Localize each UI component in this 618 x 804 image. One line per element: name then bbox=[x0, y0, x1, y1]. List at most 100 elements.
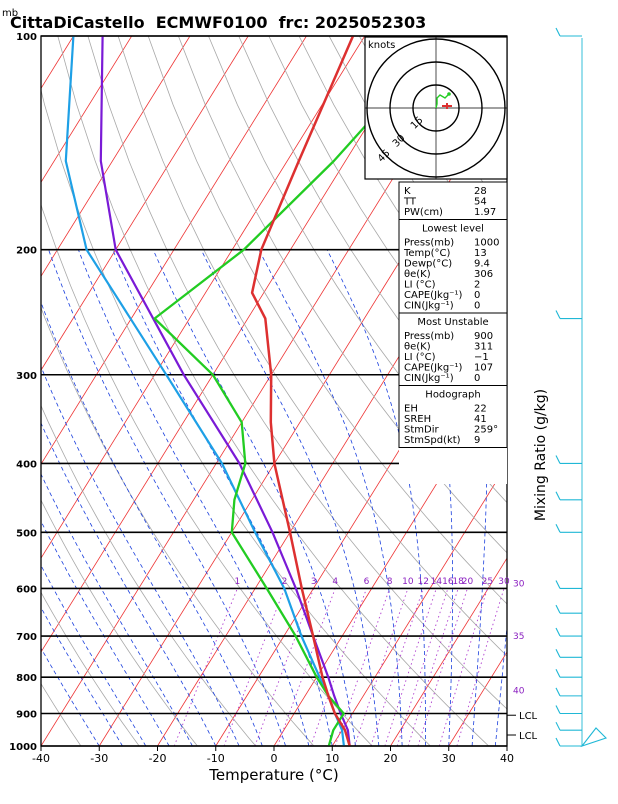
x-tick-label: 10 bbox=[325, 752, 339, 765]
mixing-ratio-line bbox=[174, 589, 237, 747]
mixing-ratio-value: 30 bbox=[498, 577, 510, 587]
lowest-level-label: θe(K) bbox=[404, 269, 431, 280]
wind-barb-flag bbox=[556, 738, 560, 746]
wind-barb-flag bbox=[556, 28, 560, 36]
hodograph-point bbox=[447, 92, 451, 96]
most-unstable-label: CIN(Jkg⁻¹) bbox=[404, 373, 454, 384]
moist-adiabat bbox=[0, 250, 99, 746]
virtual-temperature-line bbox=[66, 36, 344, 746]
x-axis-label: Temperature (°C) bbox=[208, 766, 338, 784]
most-unstable-label: Press(mb) bbox=[404, 331, 454, 342]
dry-adiabat bbox=[570, 36, 618, 746]
parcel-line bbox=[101, 36, 350, 746]
mixing-ratio-value: 25 bbox=[482, 577, 493, 587]
lowest-level-label: CAPE(Jkg⁻¹) bbox=[404, 290, 462, 301]
surface-barb bbox=[582, 728, 606, 746]
hodograph-params-label: StmDir bbox=[404, 425, 439, 436]
wind-barb-flag bbox=[556, 722, 560, 730]
moist-adiabat bbox=[259, 250, 402, 746]
wind-barb-flag bbox=[556, 311, 560, 319]
isotherm bbox=[0, 36, 15, 746]
wind-barb-flag bbox=[556, 455, 560, 463]
isotherm bbox=[0, 36, 306, 746]
y-tick-label: 900 bbox=[16, 710, 37, 721]
stability-indices-value: 54 bbox=[474, 197, 487, 208]
mixing-ratio-value: 8 bbox=[387, 577, 393, 587]
y-tick-label: 500 bbox=[16, 528, 37, 539]
lowest-level-value: 306 bbox=[474, 269, 493, 280]
moist-adiabat bbox=[0, 250, 192, 746]
moist-adiabat-value: 30 bbox=[513, 579, 525, 589]
moist-adiabat bbox=[0, 250, 169, 746]
x-tick-label: -30 bbox=[90, 752, 108, 765]
wind-barb-flag bbox=[556, 688, 560, 696]
hodograph-params-value: 9 bbox=[474, 435, 480, 446]
most-unstable-value: −1 bbox=[474, 352, 489, 363]
wind-barb-flag bbox=[556, 628, 560, 636]
most-unstable-value: 107 bbox=[474, 363, 493, 374]
wind-barb-flag bbox=[556, 669, 560, 677]
moist-adiabat-value: 40 bbox=[513, 686, 525, 696]
most-unstable-label: θe(K) bbox=[404, 342, 431, 353]
wind-barb-flag bbox=[556, 605, 560, 613]
y-tick-label: 200 bbox=[16, 246, 37, 257]
x-tick-label: 0 bbox=[271, 752, 278, 765]
x-tick-label: 40 bbox=[500, 752, 514, 765]
x-tick-label: -20 bbox=[149, 752, 167, 765]
dry-adiabat bbox=[510, 36, 618, 746]
dry-adiabat bbox=[540, 36, 618, 746]
moist-adiabat-value: 35 bbox=[513, 632, 524, 642]
wind-barb-flag bbox=[556, 580, 560, 588]
mixing-ratio-value: 12 bbox=[417, 577, 428, 587]
mixing-ratio-value: 3 bbox=[311, 577, 317, 587]
knots-label: knots bbox=[368, 40, 395, 51]
lowest-level-title: Lowest level bbox=[422, 224, 484, 235]
mixing-ratio-label: Mixing Ratio (g/kg) bbox=[533, 389, 549, 521]
mixing-ratio-value: 14 bbox=[431, 577, 443, 587]
stability-indices-value: 1.97 bbox=[474, 207, 496, 218]
mixing-ratio-value: 6 bbox=[364, 577, 370, 587]
lowest-level-value: 0 bbox=[474, 301, 480, 312]
y-tick-label: 300 bbox=[16, 371, 37, 382]
wind-barb-flag bbox=[556, 706, 560, 714]
isotherm bbox=[0, 36, 423, 746]
x-tick-label: 30 bbox=[442, 752, 456, 765]
wind-barb-flag bbox=[556, 524, 560, 532]
y-tick-label: 400 bbox=[16, 459, 37, 470]
wind-barb-flag bbox=[556, 649, 560, 657]
hodograph-params-label: SREH bbox=[404, 414, 431, 425]
moist-adiabat bbox=[78, 250, 309, 746]
moist-adiabat bbox=[0, 250, 216, 746]
chart-title: CittaDiCastello ECMWF0100 frc: 202505230… bbox=[10, 13, 426, 32]
lowest-level-label: Temp(°C) bbox=[403, 248, 451, 259]
lowest-level-label: CIN(Jkg⁻¹) bbox=[404, 301, 454, 312]
most-unstable-value: 311 bbox=[474, 342, 493, 353]
hodograph-params-value: 22 bbox=[474, 404, 487, 415]
mixing-ratio-value: 4 bbox=[332, 577, 338, 587]
lowest-level-value: 0 bbox=[474, 290, 480, 301]
lowest-level-value: 13 bbox=[474, 248, 487, 259]
most-unstable-label: CAPE(Jkg⁻¹) bbox=[404, 363, 462, 374]
lowest-level-value: 1000 bbox=[474, 238, 499, 249]
hodograph-params-value: 259° bbox=[474, 425, 498, 436]
lowest-level-value: 2 bbox=[474, 280, 480, 291]
y-tick-label: 800 bbox=[16, 673, 37, 684]
moist-adiabat bbox=[0, 250, 123, 746]
stability-indices-label: K bbox=[404, 186, 411, 197]
wind-barb-flag bbox=[556, 492, 560, 500]
mixing-ratio-value: 10 bbox=[402, 577, 414, 587]
stability-indices-label: PW(cm) bbox=[404, 207, 443, 218]
most-unstable-value: 900 bbox=[474, 331, 493, 342]
hodograph-params-value: 41 bbox=[474, 414, 487, 425]
dry-adiabat bbox=[0, 36, 256, 746]
most-unstable-label: LI (°C) bbox=[404, 352, 436, 363]
lcl-label: LCL bbox=[519, 711, 538, 722]
lowest-level-value: 9.4 bbox=[474, 259, 490, 270]
stability-indices-label: TT bbox=[403, 197, 417, 208]
y-tick-label: 700 bbox=[16, 632, 37, 643]
lowest-level-label: Press(mb) bbox=[404, 238, 454, 249]
most-unstable-value: 0 bbox=[474, 373, 480, 384]
lowest-level-label: LI (°C) bbox=[404, 280, 436, 291]
